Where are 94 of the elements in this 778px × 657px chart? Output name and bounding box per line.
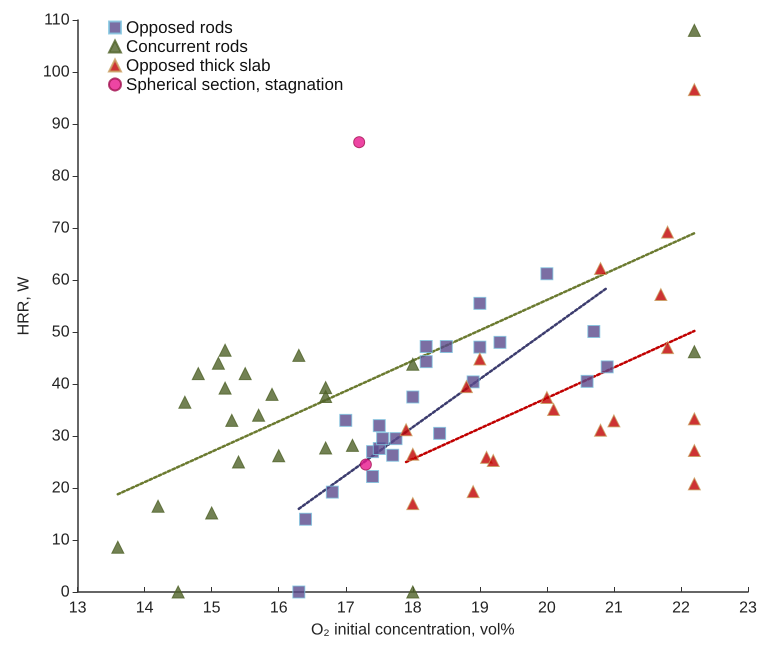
point (594, 262, 608, 276)
x-tick-label: 15 (202, 600, 221, 616)
legend-label: Opposed thick slab (126, 56, 271, 75)
y-tick-label: 70 (52, 220, 70, 236)
point (406, 390, 420, 404)
point (406, 497, 420, 510)
point (372, 419, 386, 432)
point (292, 586, 306, 598)
point (400, 423, 413, 436)
point (218, 344, 232, 357)
y-axis-title: HRR, W (16, 276, 32, 336)
point (366, 470, 380, 484)
x-tick-label: 17 (336, 600, 355, 616)
point (600, 360, 614, 374)
y-tick-label: 10 (52, 532, 70, 548)
point (386, 448, 400, 462)
point (212, 356, 225, 370)
point (486, 454, 500, 467)
y-tick-label: 40 (52, 376, 70, 392)
point (152, 500, 165, 513)
point (460, 380, 473, 394)
point (466, 485, 480, 498)
legend-label: Spherical section, stagnation (126, 75, 344, 94)
point (319, 390, 332, 403)
point (661, 226, 674, 239)
point (688, 24, 701, 37)
point (252, 408, 266, 422)
point (406, 448, 420, 461)
point (406, 586, 420, 598)
point (540, 391, 554, 404)
x-tick-label: 13 (68, 600, 87, 616)
point (339, 414, 352, 427)
point (390, 432, 403, 446)
point (292, 348, 306, 362)
point (688, 83, 701, 96)
point (218, 382, 232, 395)
point (232, 456, 245, 468)
y-tick-label: 60 (52, 272, 70, 288)
y-tick-label: 80 (52, 168, 70, 184)
x-tick-label: 20 (538, 600, 556, 616)
point (420, 355, 433, 368)
point (473, 296, 486, 310)
point (353, 136, 366, 148)
x-tick-label: 19 (470, 600, 489, 616)
point (178, 396, 192, 409)
legend-label: Concurrent rods (126, 37, 248, 56)
x-tick-label: 22 (672, 600, 690, 616)
point (580, 374, 594, 388)
point (688, 412, 701, 426)
point (172, 586, 185, 598)
point (266, 388, 279, 401)
point (238, 367, 252, 380)
point (594, 424, 608, 437)
y-tick-label: 30 (52, 428, 70, 444)
point (376, 432, 390, 446)
x-tick-label: 18 (404, 600, 422, 616)
point (299, 512, 312, 526)
x-tick-label: 21 (605, 600, 623, 616)
point (540, 267, 554, 280)
y-tick-label: 0 (60, 584, 70, 600)
point (688, 444, 701, 458)
point (111, 540, 124, 554)
x-axis-title: O₂ initial concentration, vol% (310, 622, 515, 638)
point (420, 340, 433, 354)
point (326, 486, 339, 499)
legend-label: Opposed rods (126, 18, 233, 37)
point (205, 506, 218, 520)
point (607, 414, 620, 428)
point (360, 458, 372, 471)
y-tick-label: 20 (52, 480, 70, 496)
point (346, 438, 359, 452)
point (440, 340, 453, 354)
x-tick-label: 14 (136, 600, 154, 616)
x-tick-label: 16 (270, 600, 288, 616)
point (473, 340, 486, 354)
point (688, 345, 701, 358)
y-tick-label: 110 (44, 12, 70, 28)
point (547, 402, 560, 416)
point (661, 341, 674, 354)
point (688, 477, 701, 490)
point (319, 441, 332, 454)
y-tick-label: 50 (52, 324, 70, 340)
point (473, 352, 486, 366)
point (406, 358, 420, 371)
point (225, 414, 238, 427)
point (433, 426, 446, 440)
point (192, 367, 205, 380)
point (654, 288, 668, 302)
y-tick-label: 90 (52, 116, 70, 132)
point (493, 336, 506, 349)
y-tick-label: 100 (42, 64, 70, 80)
point (587, 324, 600, 338)
point (272, 449, 286, 462)
x-tick-label: 23 (739, 600, 757, 616)
